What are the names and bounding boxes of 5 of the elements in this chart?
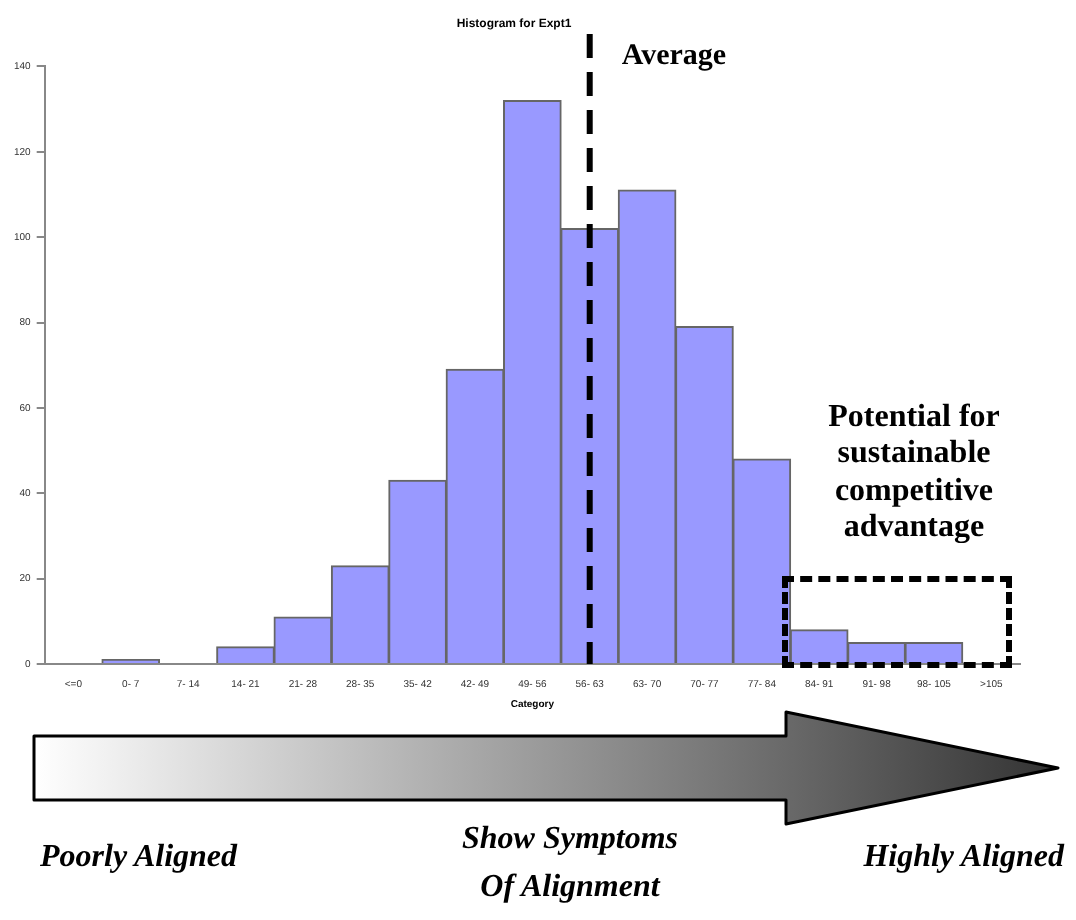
ref-line-label: Average	[621, 39, 727, 72]
text: Highly Aligned	[861, 840, 1064, 877]
annotation: Potential for sustainable competitive advantage	[826, 400, 1002, 548]
text: Poorly Aligned	[40, 840, 240, 877]
text: Show Symptoms Of Alignment	[459, 820, 681, 908]
